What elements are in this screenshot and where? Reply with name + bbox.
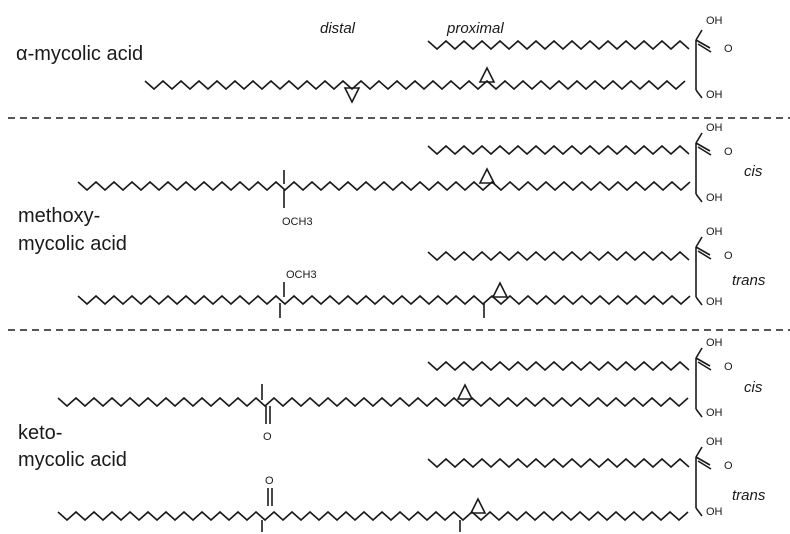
keto-trans-upper-chain	[427, 457, 690, 469]
methoxy-trans-head-group-oh-bond	[695, 296, 703, 306]
alpha-proximal-cyclopropane	[478, 66, 496, 83]
keto-trans-head-group-c-o	[695, 456, 711, 466]
distal-label: distal	[320, 20, 356, 37]
methoxy-trans-och3-label: OCH3	[286, 269, 317, 281]
alpha-carbonyl-o: O	[724, 43, 733, 55]
keto-cis-oh-top: OH	[706, 337, 723, 349]
methoxy-trans-label: trans	[732, 272, 766, 289]
methoxy-trans-cyclopropane	[491, 281, 509, 298]
alpha-oh-bottom: OH	[706, 89, 723, 101]
keto-cis-head-group-c-o	[695, 357, 711, 367]
methoxy-label-line1: methoxy-	[18, 205, 100, 227]
keto-trans-head-group-c-o-double	[697, 460, 712, 470]
methoxy-cis-main-chain	[77, 180, 691, 192]
methoxy-trans-head-group-c-o-double	[697, 250, 712, 260]
methoxy-trans-upper-chain	[427, 250, 690, 262]
methoxy-label-line2: mycolic acid	[18, 233, 127, 255]
methoxy-cis-head-group-c-o-double	[697, 146, 712, 156]
chemical-structure-drawings	[57, 29, 712, 532]
keto-cis-head-group-c-oh	[695, 347, 703, 359]
keto-label-line1: keto-	[18, 422, 62, 444]
keto-trans-main-chain	[57, 510, 689, 522]
alpha-head-group-c-oh	[695, 29, 703, 41]
keto-cis-upper-chain	[427, 360, 690, 372]
keto-cis-head-group-c-o-double	[697, 361, 712, 371]
alpha-upper-chain	[427, 39, 690, 51]
keto-cis-head-group-oh-bond	[695, 408, 703, 418]
keto-cis-main-chain	[57, 396, 689, 408]
methoxy-cis-carbonyl-o: O	[724, 146, 733, 158]
methoxy-cis-head-group-c-oh	[695, 132, 703, 144]
methoxy-trans-main-chain	[77, 294, 691, 306]
keto-trans-oxygen-label: O	[265, 475, 274, 487]
methoxy-trans-carbonyl-o: O	[724, 250, 733, 262]
keto-trans-oh-bottom: OH	[706, 506, 723, 518]
methoxy-trans-oh-top: OH	[706, 226, 723, 238]
keto-trans-head-group-c-oh	[695, 446, 703, 458]
keto-cis-oh-bottom: OH	[706, 407, 723, 419]
keto-trans-cyclopropane	[469, 497, 487, 514]
keto-cis-cyclopropane	[456, 383, 474, 400]
alpha-oh-top: OH	[706, 15, 723, 27]
methoxy-cis-head-group-oh-bond	[695, 193, 703, 203]
methoxy-cis-label: cis	[744, 163, 763, 180]
alpha-mycolic-acid-label: α-mycolic acid	[16, 43, 143, 65]
keto-trans-label: trans	[732, 487, 766, 504]
alpha-main-chain	[144, 79, 686, 91]
alpha-head-group-c-o-double	[697, 43, 712, 53]
methoxy-cis-oh-bottom: OH	[706, 192, 723, 204]
keto-label-line2: mycolic acid	[18, 449, 127, 471]
proximal-label: proximal	[446, 20, 504, 37]
keto-trans-carbonyl-o: O	[724, 460, 733, 472]
alpha-head-group-c-o	[695, 39, 711, 49]
keto-trans-head-group-oh-bond	[695, 507, 703, 517]
alpha-head-group-oh-bond	[695, 89, 703, 99]
methoxy-cis-och3-label: OCH3	[282, 216, 313, 228]
methoxy-trans-head-group-c-o	[695, 246, 711, 256]
methoxy-trans-head-group-c-oh	[695, 236, 703, 248]
methoxy-cis-cyclopropane	[478, 167, 496, 184]
keto-cis-label: cis	[744, 379, 763, 396]
keto-trans-oh-top: OH	[706, 436, 723, 448]
methoxy-cis-upper-chain	[427, 144, 690, 156]
methoxy-cis-oh-top: OH	[706, 122, 723, 134]
keto-cis-carbonyl-o: O	[724, 361, 733, 373]
keto-cis-oxygen-label: O	[263, 431, 272, 443]
methoxy-cis-head-group-c-o	[695, 142, 711, 152]
alpha-distal-cyclopropane	[343, 87, 361, 104]
methoxy-trans-oh-bottom: OH	[706, 296, 723, 308]
